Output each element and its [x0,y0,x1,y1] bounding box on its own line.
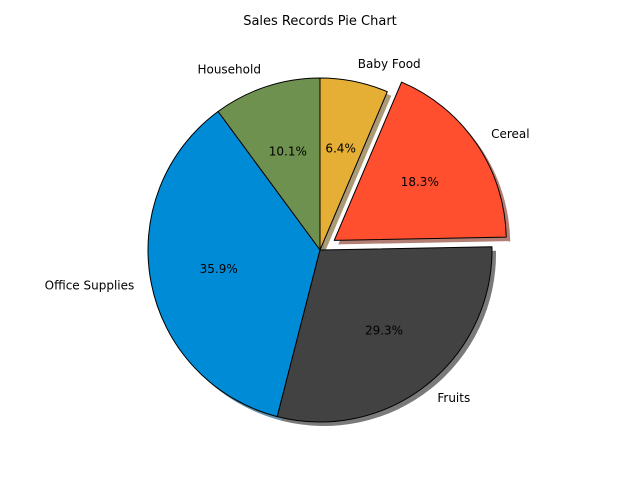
slice-cereal [333,81,507,241]
label-layer: Household 10.1% Office Supplies 35.9% Fruits… [45,57,530,405]
slice-label-office-supplies: Office Supplies [45,279,135,293]
slice-label-baby-food: Baby Food [358,57,421,71]
slice-household [217,77,321,251]
slice-percent-baby-food: 6.4% [325,141,356,155]
slice-percent-fruits: 29.3% [365,323,403,337]
slice-office-supplies [147,110,321,418]
slice-layer [147,77,507,423]
slice-percent-office-supplies: 35.9% [200,262,238,276]
slice-percent-household: 10.1% [269,144,307,158]
slice-baby-food [319,77,388,251]
slice-label-household: Household [197,63,261,77]
slice-label-cereal: Cereal [491,127,530,141]
slice-fruits [276,246,493,423]
chart-title: Sales Records Pie Chart [243,14,397,29]
slice-label-fruits: Fruits [437,391,470,405]
slice-percent-cereal: 18.3% [401,175,439,189]
